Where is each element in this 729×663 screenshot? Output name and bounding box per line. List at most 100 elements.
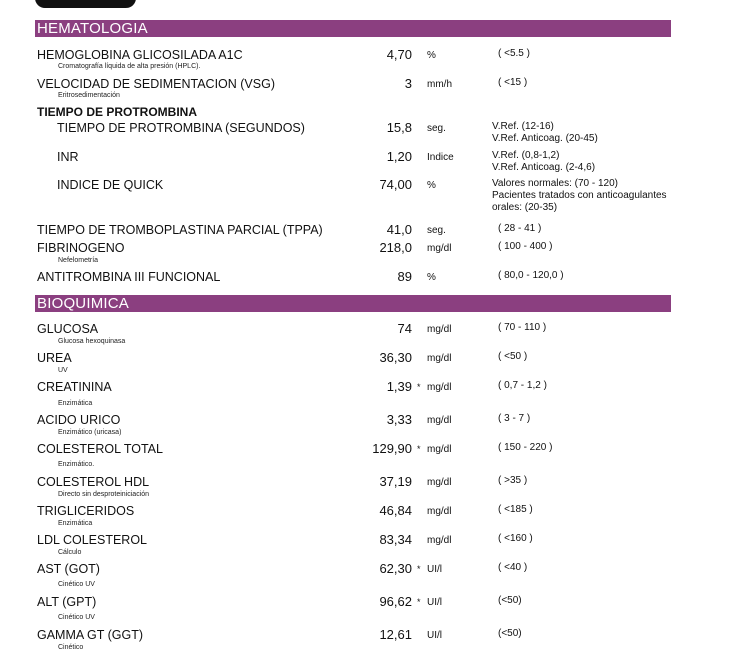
test-reference: ( 100 - 400 ) xyxy=(498,241,553,252)
result-row-glucosa: GLUCOSA Glucosa hexoquinasa 74 mg/dl ( 7… xyxy=(0,322,729,346)
result-row-vsg: VELOCIDAD DE SEDIMENTACION (VSG) Eritros… xyxy=(0,77,729,100)
test-value: 129,90 xyxy=(372,441,412,456)
test-method: Enzimático. xyxy=(58,461,95,468)
test-reference-2: V.Ref. Anticoag. (2-4,6) xyxy=(492,162,596,173)
result-row-inr: INR 1,20 Indice V.Ref. (0,8-1,2) V.Ref. … xyxy=(0,150,729,174)
test-unit: mg/dl xyxy=(427,382,452,393)
test-reference: ( <15 ) xyxy=(498,77,528,88)
test-name: GLUCOSA xyxy=(37,322,99,336)
section-header-bioquimica: BIOQUIMICA xyxy=(35,295,671,312)
result-row-ast: AST (GOT) Cinético UV 62,30 * UI/l ( <40… xyxy=(0,562,729,589)
group-header-tp: TIEMPO DE PROTROMBINA xyxy=(0,105,729,119)
test-method: Nefelometría xyxy=(58,257,99,264)
abnormal-flag: * xyxy=(417,382,421,392)
test-reference: V.Ref. (12-16) xyxy=(492,121,554,132)
test-unit: mg/dl xyxy=(427,477,452,488)
test-reference: ( <50 ) xyxy=(498,351,528,362)
test-value: 36,30 xyxy=(379,350,412,365)
test-name: COLESTEROL TOTAL xyxy=(37,442,163,456)
test-value: 4,70 xyxy=(386,47,412,62)
test-reference: Valores normales: (70 - 120) xyxy=(492,178,618,189)
test-value: 37,19 xyxy=(379,474,412,489)
test-method: Cinético xyxy=(58,644,84,651)
test-unit: mg/dl xyxy=(427,243,452,254)
test-reference-2: V.Ref. Anticoag. (20-45) xyxy=(492,133,598,144)
test-reference: (<50) xyxy=(498,595,522,606)
test-unit: Indice xyxy=(427,152,454,163)
test-name: LDL COLESTEROL xyxy=(37,533,147,547)
section-title: HEMATOLOGIA xyxy=(37,20,148,37)
test-reference: ( 150 - 220 ) xyxy=(498,442,553,453)
test-value: 3 xyxy=(404,76,412,91)
test-unit: % xyxy=(427,50,436,61)
test-method: Enzimática xyxy=(58,520,93,527)
test-reference: ( 0,7 - 1,2 ) xyxy=(498,380,547,391)
test-unit: mg/dl xyxy=(427,324,452,335)
test-name: GAMMA GT (GGT) xyxy=(37,628,144,642)
test-name: TRIGLICERIDOS xyxy=(37,504,135,518)
test-name: VELOCIDAD DE SEDIMENTACION (VSG) xyxy=(37,77,275,91)
group-title: TIEMPO DE PROTROMBINA xyxy=(37,105,198,119)
test-name: HEMOGLOBINA GLICOSILADA A1C xyxy=(37,48,243,62)
header-tab-shape xyxy=(35,0,136,8)
test-name: AST (GOT) xyxy=(37,562,100,576)
test-value: 74,00 xyxy=(379,177,412,192)
test-value: 41,0 xyxy=(386,222,412,237)
test-reference: ( <40 ) xyxy=(498,562,528,573)
result-row-urico: ACIDO URICO Enzimático (uricasa) 3,33 mg… xyxy=(0,413,729,437)
test-value: 3,33 xyxy=(386,412,412,427)
test-method: Directo sin desproteinicіación xyxy=(58,491,150,498)
test-unit: mg/dl xyxy=(427,444,452,455)
test-reference: ( 70 - 110 ) xyxy=(498,322,547,333)
test-name: INR xyxy=(57,150,79,164)
test-value: 74 xyxy=(397,321,412,336)
test-name: CREATININA xyxy=(37,380,112,394)
test-reference: ( 28 - 41 ) xyxy=(498,223,542,234)
test-unit: UI/l xyxy=(427,564,442,575)
test-unit: mg/dl xyxy=(427,415,452,426)
test-value: 62,30 xyxy=(379,561,412,576)
result-row-tppa: TIEMPO DE TROMBOPLASTINA PARCIAL (TPPA) … xyxy=(0,223,729,238)
test-method: Cálculo xyxy=(58,549,82,556)
result-row-fibrinogeno: FIBRINOGENO Nefelometría 218,0 mg/dl ( 1… xyxy=(0,241,729,265)
test-name: TIEMPO DE TROMBOPLASTINA PARCIAL (TPPA) xyxy=(37,223,323,237)
test-name: UREA xyxy=(37,351,72,365)
result-row-tp-seg: TIEMPO DE PROTROMBINA (SEGUNDOS) 15,8 se… xyxy=(0,121,729,145)
test-reference: ( <5.5 ) xyxy=(498,48,530,59)
result-row-quick: INDICE DE QUICK 74,00 % Valores normales… xyxy=(0,178,729,214)
test-unit: % xyxy=(427,272,436,283)
result-row-alt: ALT (GPT) Cinético UV 96,62 * UI/l (<50) xyxy=(0,595,729,622)
section-title: BIOQUIMICA xyxy=(37,295,130,312)
test-unit: mm/h xyxy=(427,79,452,90)
result-row-ldl: LDL COLESTEROL Cálculo 83,34 mg/dl ( <16… xyxy=(0,533,729,557)
test-method: Cinético UV xyxy=(58,614,95,621)
test-value: 96,62 xyxy=(379,594,412,609)
result-row-hba1c: HEMOGLOBINA GLICOSILADA A1C Cromatografí… xyxy=(0,48,729,71)
test-name: FIBRINOGENO xyxy=(37,241,125,255)
test-name: COLESTEROL HDL xyxy=(37,475,150,489)
test-name: ACIDO URICO xyxy=(37,413,121,427)
test-reference: V.Ref. (0,8-1,2) xyxy=(492,150,560,161)
test-unit: UI/l xyxy=(427,597,442,608)
test-value: 83,34 xyxy=(379,532,412,547)
abnormal-flag: * xyxy=(417,564,421,574)
test-method: Enzimática xyxy=(58,400,93,407)
test-value: 89 xyxy=(397,269,412,284)
test-method: Enzimático (uricasa) xyxy=(58,429,122,436)
test-method: UV xyxy=(58,367,68,374)
test-method: Cinético UV xyxy=(58,581,95,588)
result-row-ggt: GAMMA GT (GGT) Cinético 12,61 UI/l (<50) xyxy=(0,628,729,652)
test-unit: mg/dl xyxy=(427,535,452,546)
test-reference: ( 3 - 7 ) xyxy=(498,413,531,424)
test-name: INDICE DE QUICK xyxy=(57,178,164,192)
test-unit: mg/dl xyxy=(427,353,452,364)
result-row-colesterol: COLESTEROL TOTAL Enzimático. 129,90 * mg… xyxy=(0,442,729,469)
test-unit: seg. xyxy=(427,225,446,236)
test-reference-2: Pacientes tratados con anticoagulantes xyxy=(492,190,667,201)
test-value: 46,84 xyxy=(379,503,412,518)
test-method: Glucosa hexoquinasa xyxy=(58,338,126,345)
abnormal-flag: * xyxy=(417,444,421,454)
test-unit: mg/dl xyxy=(427,506,452,517)
result-row-urea: UREA UV 36,30 mg/dl ( <50 ) xyxy=(0,351,729,375)
test-value: 1,39 xyxy=(386,379,412,394)
